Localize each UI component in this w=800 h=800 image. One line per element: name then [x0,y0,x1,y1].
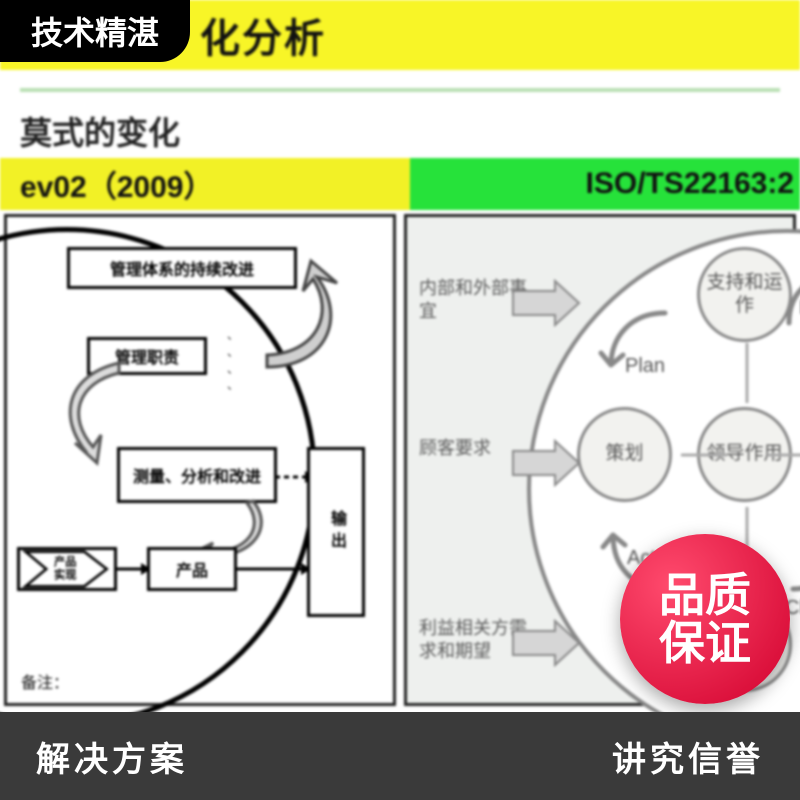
arrow-prod-to-prod [117,561,151,577]
box-output: 输出 [307,447,365,617]
left-caption: 备注： [21,669,69,693]
title-underline [20,88,780,92]
tab-right-label: ISO/TS22163:2 [586,167,794,201]
badge-br-line2: 保证 [659,619,751,667]
input-arrow-2 [511,439,581,487]
arrow-prod-to-output [237,561,311,577]
box-product-realization: 产品 实现 [17,547,117,591]
arrow-large-cycle [257,257,367,377]
tab-left-label: ev02（2009） [20,162,213,206]
input-arrow-1 [511,279,581,327]
badge-quality-seal: 品质 保证 [620,534,790,704]
badge-tl-text: 技术精湛 [31,8,159,54]
chevron-box: 产品 实现 [20,550,114,588]
footer-right: 讲究信誉 [612,732,764,781]
version-tabs: ev02（2009） ISO/TS22163:2 [0,158,800,210]
panel-old-model: 管理体系的持续改进 管理职责 测量、分析和改进 、、、、 [4,214,396,706]
box-product: 产品 [147,547,237,591]
tab-left: ev02（2009） [0,158,410,210]
input-arrow-3 [511,619,581,667]
footer-left: 解决方案 [36,732,188,781]
node-planning: 策划 [577,407,672,502]
pdca-arrow-do [775,263,800,343]
svg-text:产品: 产品 [54,555,76,569]
box-measure-analyze-improve: 测量、分析和改进 [117,447,277,503]
footer-bar: 解决方案 讲究信誉 [0,712,800,800]
svg-text:实现: 实现 [54,568,76,582]
badge-br-line1: 品质 [659,571,751,619]
page-title: 化分析 [200,6,326,64]
tick-marks: 、、、、 [227,327,239,394]
tab-right: ISO/TS22163:2 [410,158,800,210]
page-subtitle: 莫式的变化 [20,108,180,154]
badge-top-left: 技术精湛 [0,0,190,62]
